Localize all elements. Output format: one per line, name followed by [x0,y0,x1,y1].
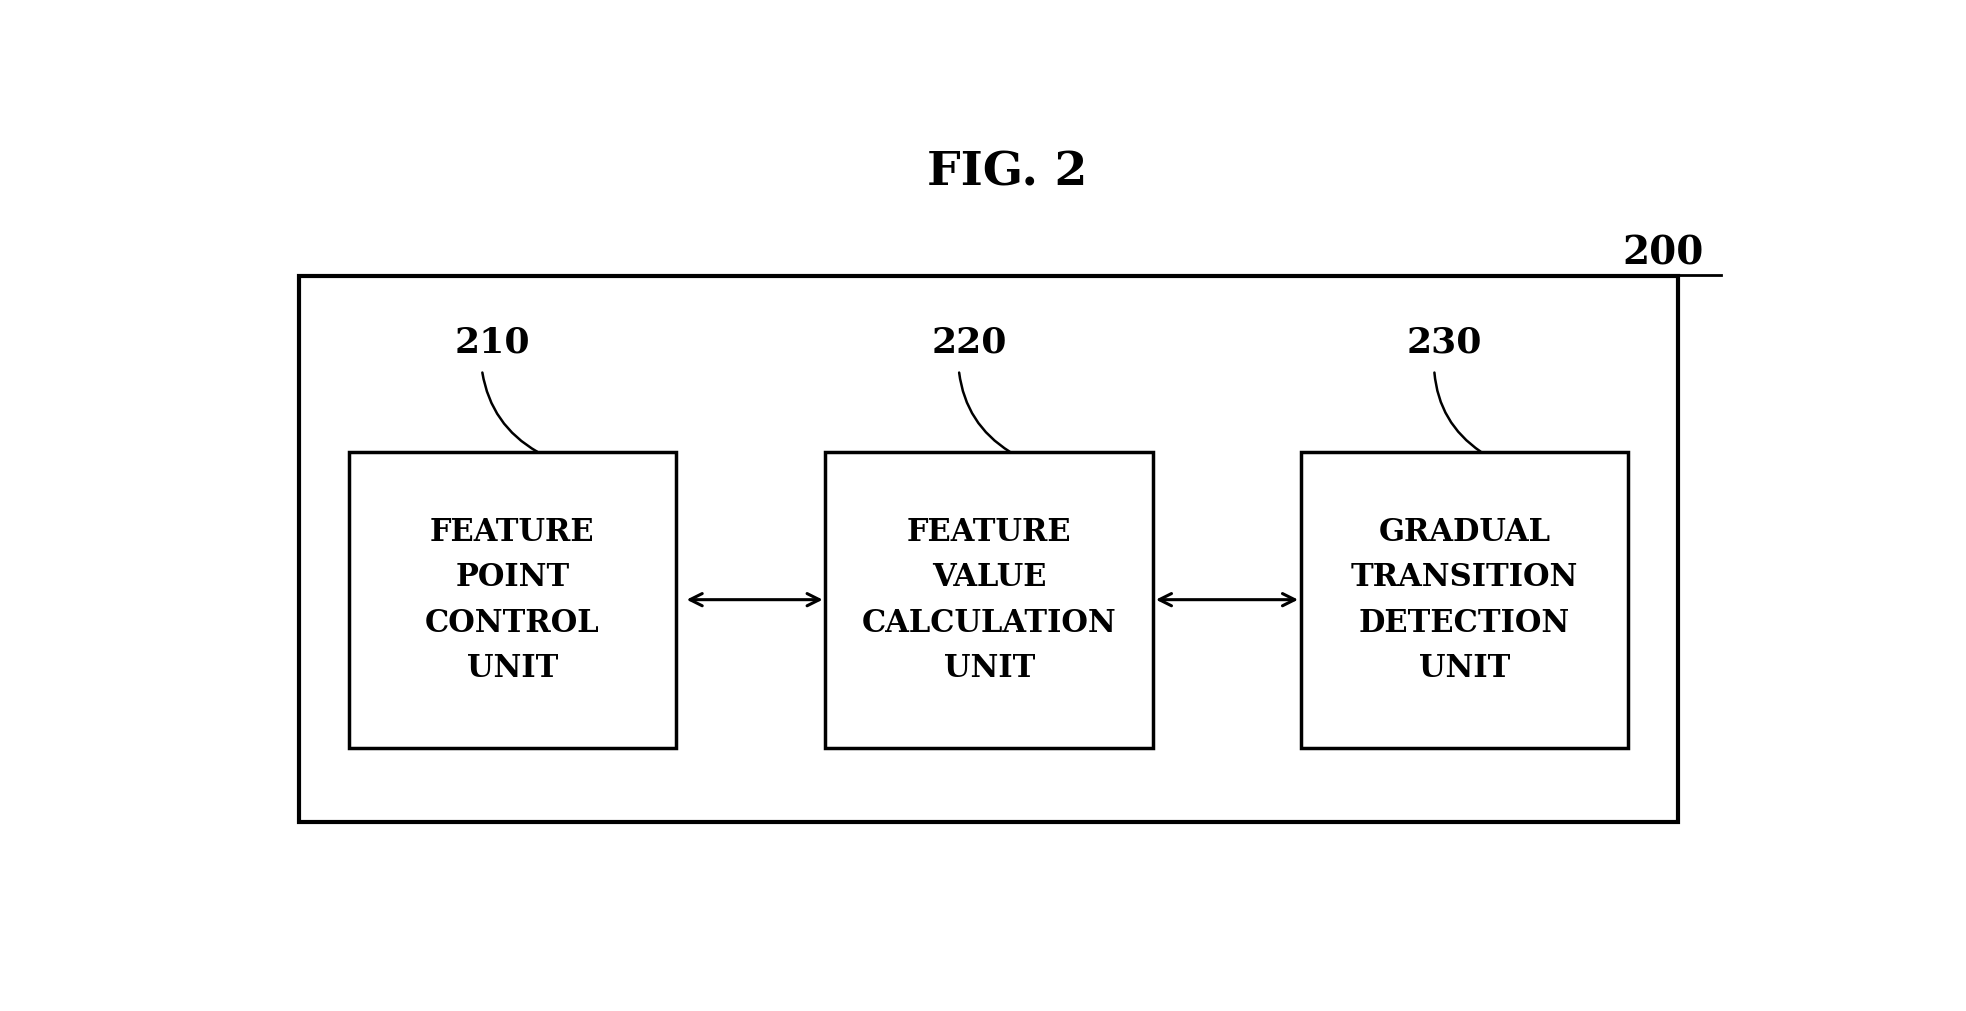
Bar [348,452,676,748]
Bar [1301,452,1628,748]
Text: FIG. 2: FIG. 2 [928,149,1087,195]
Text: GRADUAL
TRANSITION
DETECTION
UNIT: GRADUAL TRANSITION DETECTION UNIT [1351,517,1579,683]
Text: FEATURE
POINT
CONTROL
UNIT: FEATURE POINT CONTROL UNIT [425,517,600,683]
Bar [299,277,1679,822]
FancyArrowPatch shape [1435,373,1480,452]
FancyArrowPatch shape [959,373,1011,452]
Bar [826,452,1154,748]
Text: 200: 200 [1622,235,1703,273]
Text: 230: 230 [1408,325,1482,359]
Text: 220: 220 [932,325,1007,359]
Text: FEATURE
VALUE
CALCULATION
UNIT: FEATURE VALUE CALCULATION UNIT [861,517,1117,683]
FancyArrowPatch shape [482,373,537,452]
Text: 210: 210 [454,325,531,359]
